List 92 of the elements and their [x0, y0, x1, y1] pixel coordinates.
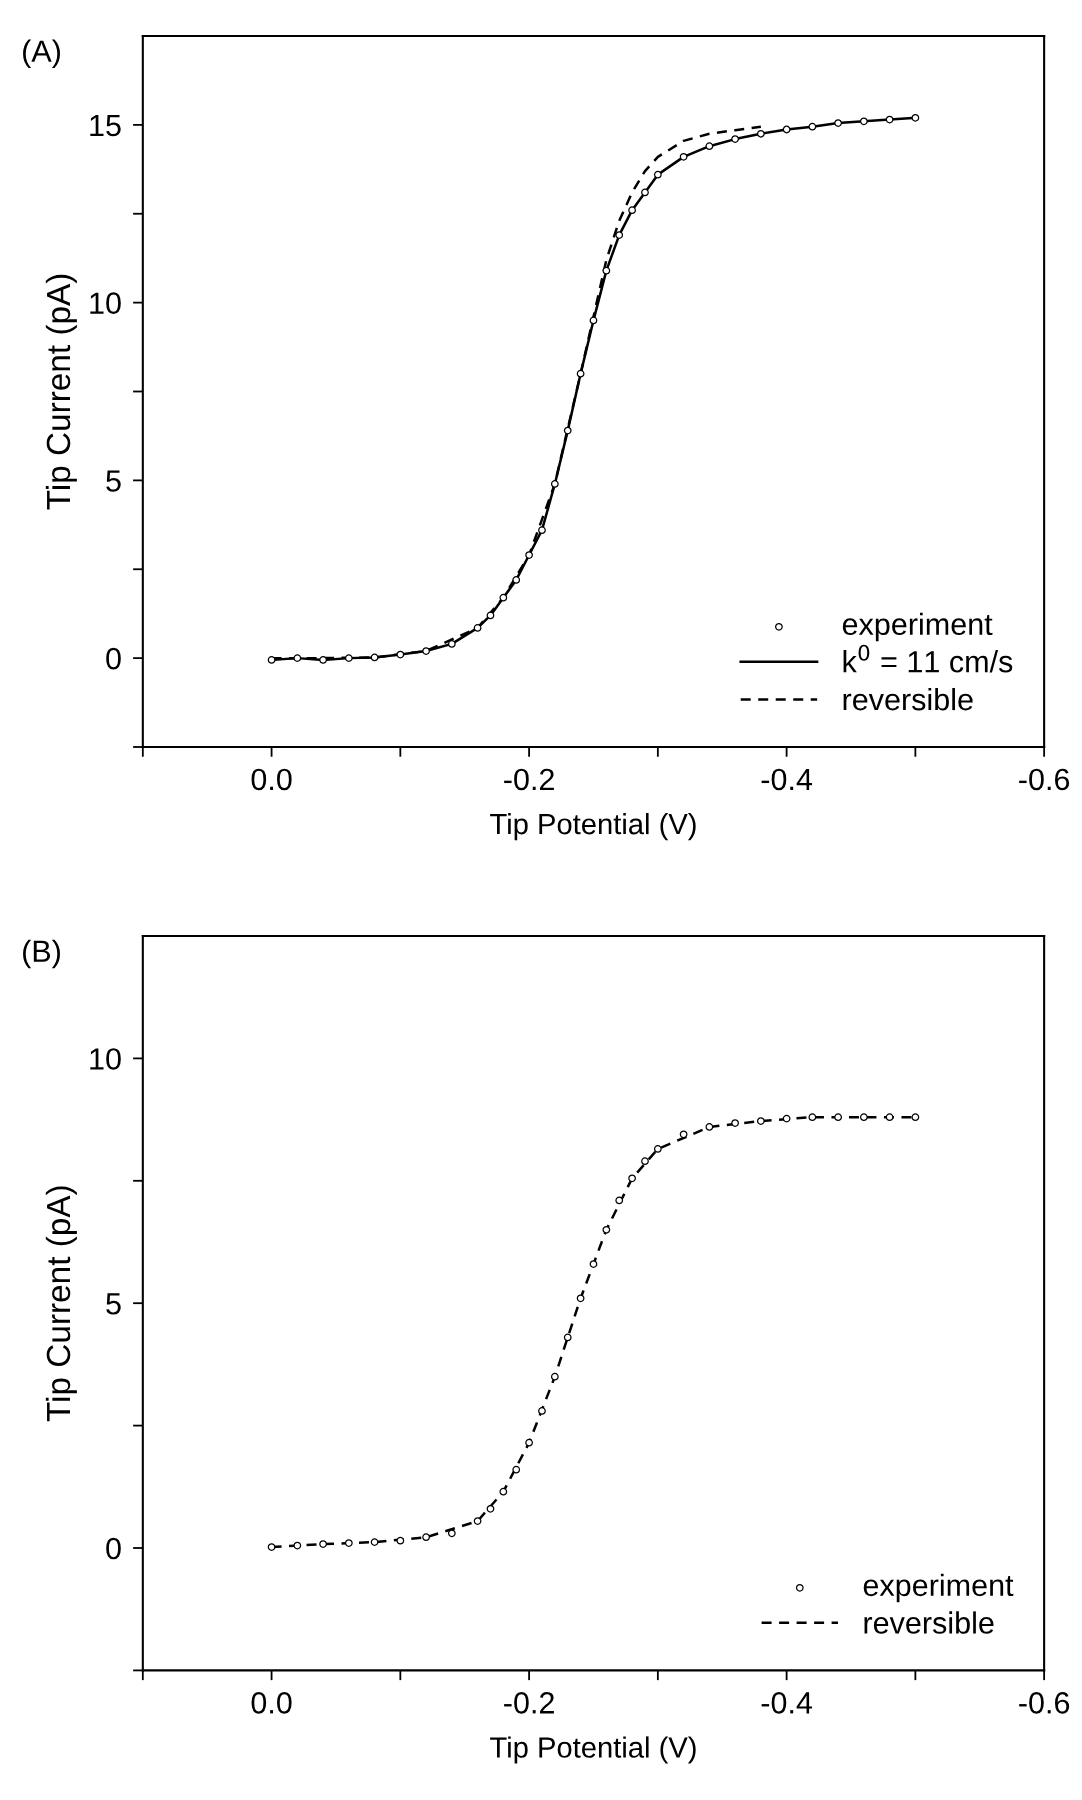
y-tick-label: 0	[106, 1537, 121, 1560]
point	[641, 1157, 649, 1166]
x-tick-label: -0.2	[504, 768, 554, 791]
chart-title: (B)	[23, 939, 60, 969]
y-tick-label: 0	[106, 647, 121, 670]
y-tick-label: 5	[106, 1293, 121, 1315]
y-tick-label: 5	[106, 470, 121, 492]
legend-label: reversible	[843, 687, 973, 711]
point	[512, 1465, 521, 1474]
legend-label: reversible	[864, 1611, 994, 1634]
point	[731, 1119, 739, 1127]
point	[319, 1540, 327, 1548]
point	[679, 152, 688, 161]
point	[550, 1372, 559, 1381]
point	[563, 426, 572, 435]
y-tick-label: 10	[90, 292, 121, 314]
point	[344, 654, 353, 663]
point	[538, 1407, 546, 1415]
point	[628, 1174, 636, 1183]
point	[628, 206, 636, 215]
point	[859, 117, 868, 126]
x-axis-title: Tip Potential (V)	[490, 1736, 696, 1764]
point	[370, 1538, 379, 1547]
point	[615, 1196, 624, 1205]
point	[267, 656, 276, 664]
x-tick-label: -0.4	[761, 1692, 813, 1714]
point	[267, 1543, 276, 1551]
point	[641, 188, 649, 197]
point	[602, 1225, 611, 1234]
point	[834, 119, 842, 127]
point	[911, 1113, 920, 1122]
point	[653, 170, 662, 179]
point	[538, 526, 546, 535]
point	[679, 1130, 688, 1139]
point	[422, 1533, 430, 1542]
point	[911, 113, 920, 122]
point	[525, 551, 533, 559]
point	[731, 135, 739, 143]
point	[808, 122, 817, 131]
x-tick-label: -0.6	[1019, 1692, 1070, 1714]
point	[576, 1294, 585, 1303]
point	[589, 1260, 598, 1268]
text: 0.0	[251, 768, 292, 791]
point	[576, 369, 585, 378]
point	[782, 125, 791, 134]
point	[563, 1333, 572, 1342]
text: 0.0	[251, 1692, 292, 1714]
point	[344, 1539, 353, 1547]
point	[396, 650, 405, 659]
y-tick-label: 10	[90, 1048, 121, 1070]
point	[499, 1487, 508, 1496]
y-tick-label: 15	[90, 114, 121, 137]
y-axis-title: Tip Current (pA)	[45, 1186, 77, 1422]
x-axis-title: Tip Potential (V)	[490, 812, 696, 841]
point	[705, 1123, 714, 1131]
x-tick-label: -0.6	[1019, 768, 1070, 791]
point	[653, 1145, 662, 1153]
point	[589, 316, 598, 325]
point	[512, 576, 521, 584]
point	[705, 142, 714, 151]
point	[859, 1113, 868, 1122]
point	[473, 624, 482, 632]
legend-label: experiment	[842, 612, 993, 642]
point	[370, 653, 379, 662]
point	[834, 1113, 842, 1122]
point	[782, 1114, 791, 1123]
point	[447, 1529, 456, 1538]
point	[885, 1113, 894, 1122]
point	[422, 647, 430, 655]
x-tick-label: -0.4	[761, 768, 813, 791]
point	[615, 231, 624, 239]
chart-title: (A)	[23, 39, 60, 69]
point	[447, 640, 456, 648]
point	[756, 129, 765, 138]
point	[808, 1113, 817, 1122]
point	[486, 611, 495, 620]
point	[293, 654, 302, 663]
point	[319, 656, 327, 664]
point	[885, 115, 894, 124]
point	[525, 1438, 533, 1447]
x-tick-label: -0.2	[504, 1692, 554, 1714]
point	[756, 1117, 765, 1125]
legend-label: k$^{0}$ = 11 cm/s	[843, 644, 1013, 673]
point	[396, 1536, 405, 1545]
point	[499, 593, 508, 602]
point	[486, 1504, 495, 1513]
point	[473, 1517, 482, 1525]
point	[550, 480, 559, 488]
point	[602, 266, 611, 275]
point	[293, 1541, 302, 1550]
legend-label: experiment	[863, 1573, 1014, 1603]
y-axis-title: Tip Current (pA)	[45, 274, 77, 510]
